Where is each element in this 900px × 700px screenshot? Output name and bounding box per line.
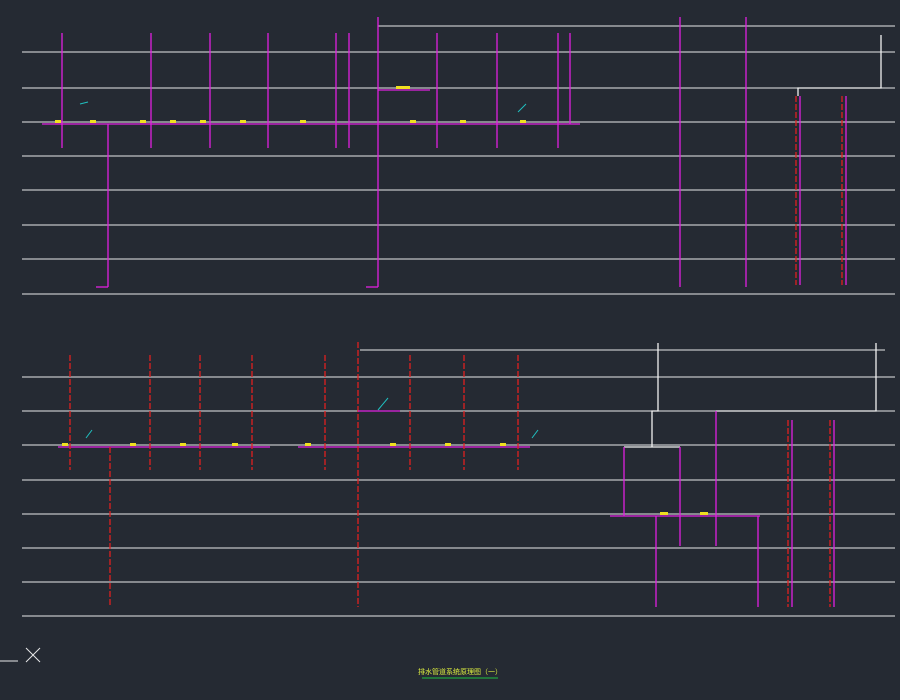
fixture bbox=[200, 120, 206, 123]
fixture bbox=[232, 443, 238, 446]
floor-lines-upper bbox=[22, 25, 895, 295]
fixture bbox=[700, 512, 708, 515]
fixture bbox=[410, 120, 416, 123]
fixture bbox=[660, 512, 668, 515]
fixture bbox=[520, 120, 526, 123]
leader bbox=[377, 397, 389, 411]
fixture bbox=[460, 120, 466, 123]
fixture bbox=[240, 120, 246, 123]
leader bbox=[79, 101, 89, 105]
fixture bbox=[180, 443, 186, 446]
fixture bbox=[140, 120, 146, 123]
roof-pipe bbox=[716, 343, 877, 412]
fixture bbox=[305, 443, 311, 446]
fixture bbox=[170, 120, 176, 123]
fixtures-lower bbox=[62, 397, 708, 515]
fixture bbox=[55, 120, 61, 123]
fixture bbox=[90, 120, 96, 123]
fixture bbox=[500, 443, 506, 446]
leader bbox=[531, 429, 539, 439]
ucs-icon bbox=[0, 647, 41, 663]
fixture bbox=[390, 443, 396, 446]
roof-pipe bbox=[651, 343, 659, 447]
fixture bbox=[130, 443, 136, 446]
fixture bbox=[396, 86, 410, 89]
drawing-title: 排水管道系统原理图（一） bbox=[418, 667, 502, 676]
fixtures-upper bbox=[55, 86, 527, 123]
fixture bbox=[300, 120, 306, 123]
roof-pipe bbox=[797, 35, 882, 96]
fixture bbox=[445, 443, 451, 446]
leader bbox=[517, 103, 527, 113]
leader bbox=[85, 429, 93, 439]
pipes-lower bbox=[58, 342, 877, 607]
pipes-upper bbox=[42, 17, 882, 288]
cross-line bbox=[25, 647, 41, 663]
floor-lines-lower bbox=[22, 349, 895, 617]
fixture bbox=[62, 443, 68, 446]
